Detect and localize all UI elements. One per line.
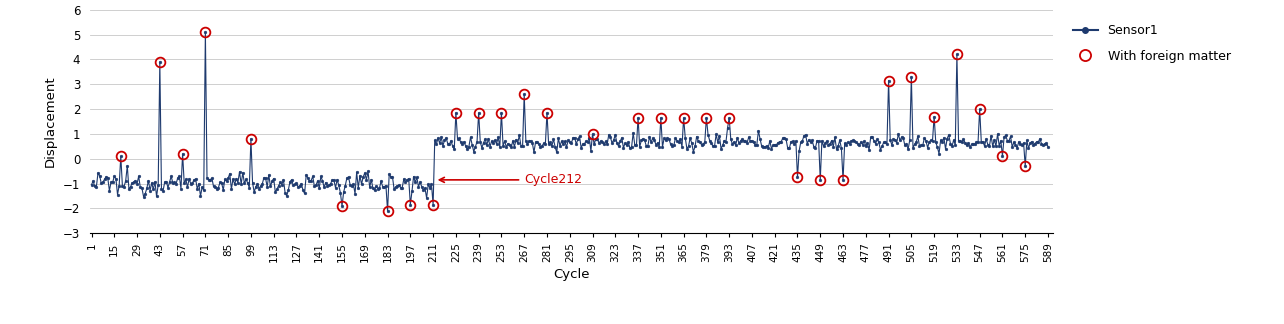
Text: Cycle212: Cycle212 — [439, 173, 582, 186]
X-axis label: Cycle: Cycle — [553, 268, 589, 281]
Y-axis label: Displacement: Displacement — [44, 76, 58, 167]
Legend: Sensor1, With foreign matter: Sensor1, With foreign matter — [1068, 20, 1234, 66]
